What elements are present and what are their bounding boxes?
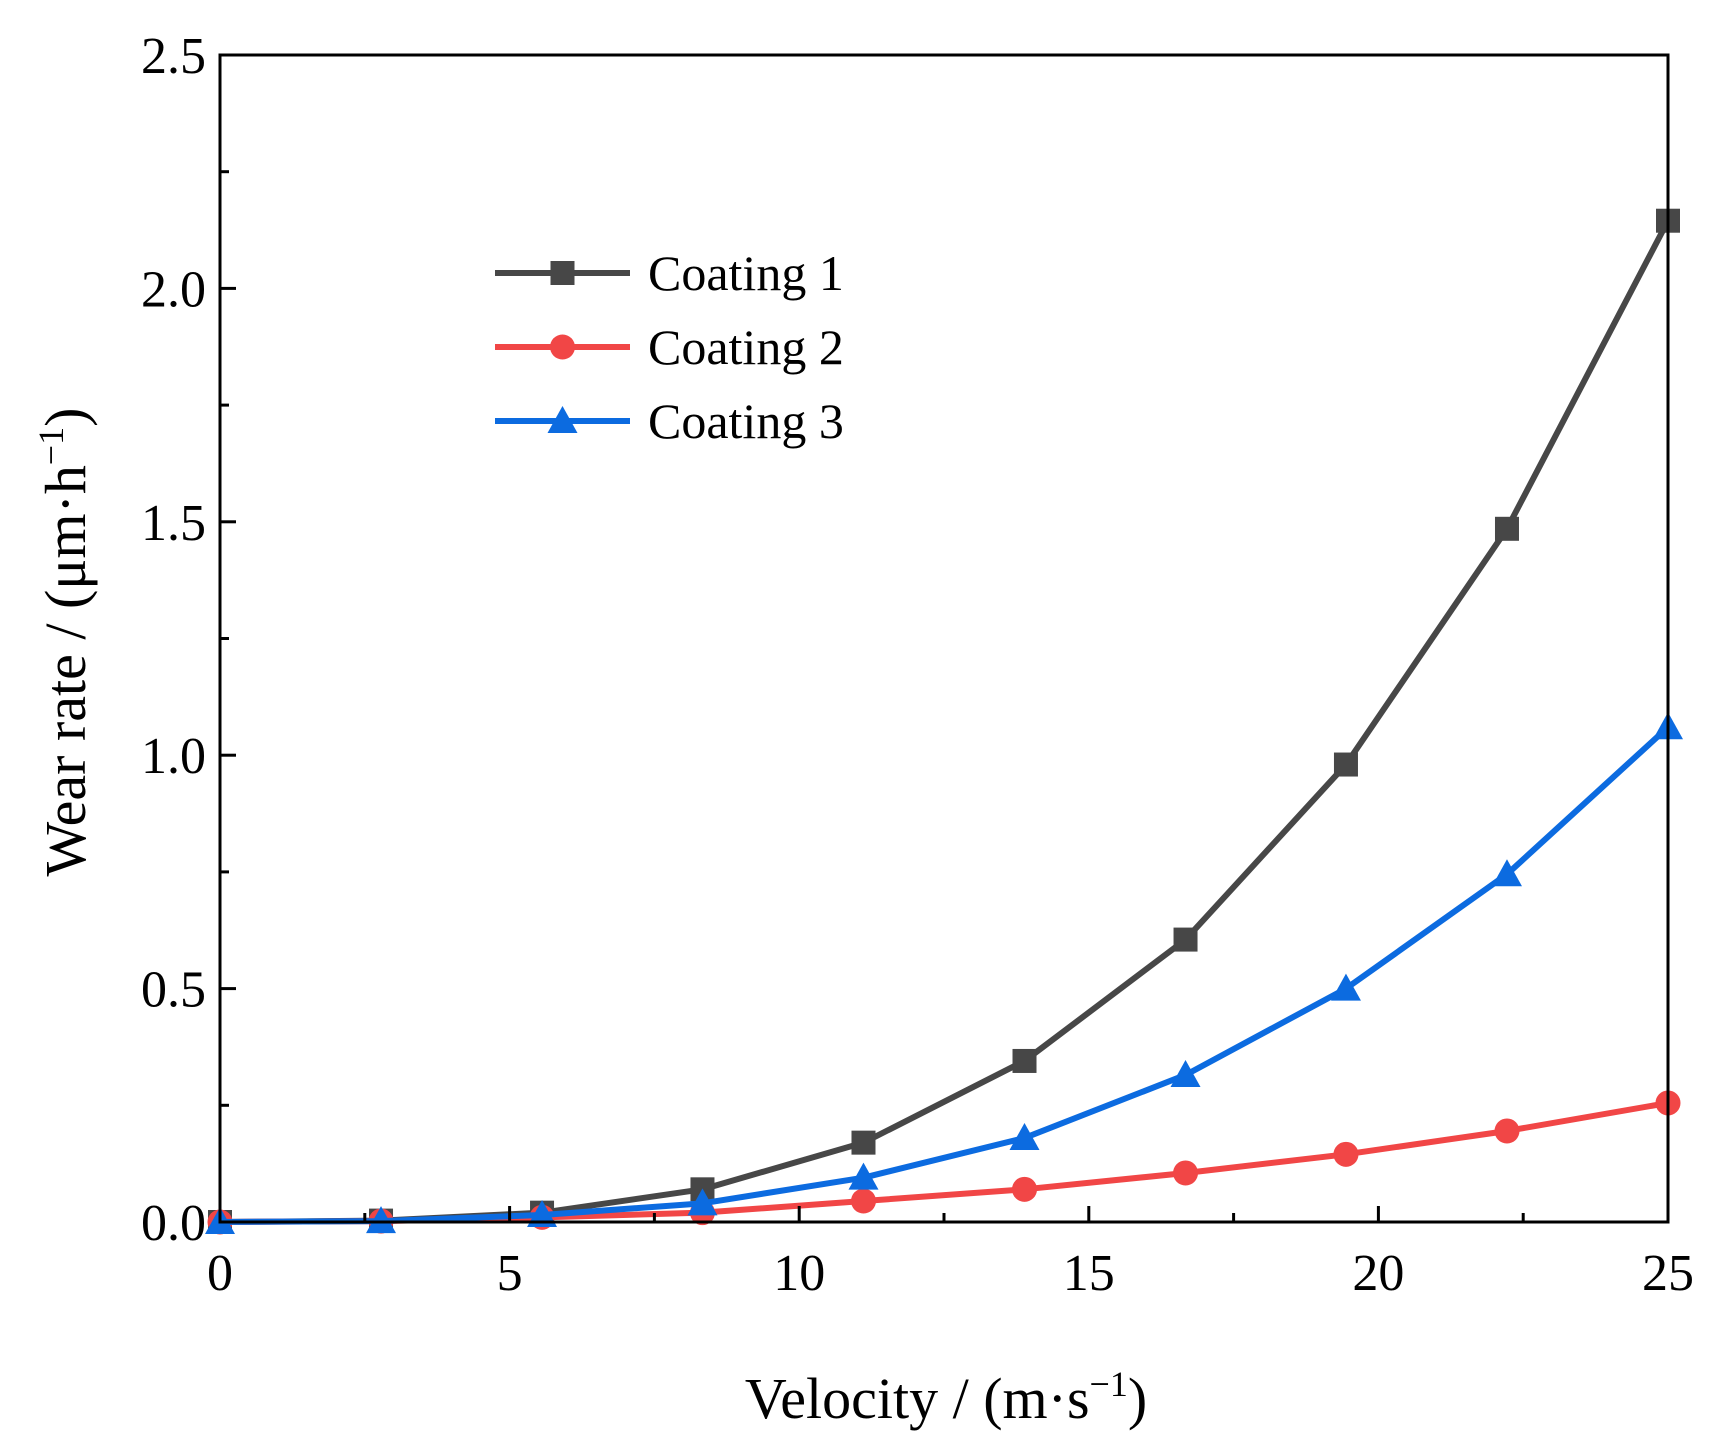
data-point bbox=[1333, 752, 1358, 777]
data-point bbox=[848, 1162, 879, 1190]
data-point bbox=[366, 1206, 397, 1234]
y-axis-title: Wear rate / (μm·h−1) bbox=[31, 408, 98, 877]
x-axis-title: Velocity / (m·s−1) bbox=[745, 1364, 1147, 1431]
legend-entry-3: Coating 3 bbox=[495, 393, 844, 449]
legend-label: Coating 2 bbox=[648, 319, 844, 375]
y-axis-title-superscript: −1 bbox=[31, 427, 71, 465]
y-tick-label: 2.5 bbox=[141, 28, 206, 85]
ticks-layer: 0 5 10 15 20 25 0.0 0.5 1.0 1.5 2.0 2.5 bbox=[141, 28, 1694, 1302]
data-point bbox=[1012, 1048, 1037, 1073]
data-point bbox=[1491, 859, 1522, 887]
data-point bbox=[687, 1188, 718, 1216]
legend-marker bbox=[547, 406, 578, 433]
legend-label: Coating 3 bbox=[648, 393, 844, 449]
x-axis-title-end: ) bbox=[1128, 1366, 1147, 1431]
y-tick-label: 0.0 bbox=[141, 1195, 206, 1252]
y-tick-label: 2.0 bbox=[141, 261, 206, 318]
x-tick-label: 10 bbox=[773, 1245, 825, 1302]
data-point bbox=[1494, 516, 1519, 541]
x-tick-label: 5 bbox=[497, 1245, 523, 1302]
legend-marker bbox=[550, 334, 575, 360]
data-point bbox=[850, 1188, 876, 1214]
data-point bbox=[1173, 927, 1198, 952]
series-3 bbox=[205, 712, 1683, 1234]
x-tick-label: 0 bbox=[207, 1245, 233, 1302]
y-axis-title-end: ) bbox=[33, 408, 98, 427]
data-point bbox=[1012, 1176, 1038, 1202]
series-line bbox=[219, 724, 1671, 1225]
x-tick-label: 25 bbox=[1642, 1245, 1694, 1302]
legend-label: Coating 1 bbox=[648, 245, 844, 301]
x-tick-label: 20 bbox=[1352, 1245, 1404, 1302]
x-axis-title-superscript: −1 bbox=[1090, 1364, 1128, 1404]
y-tick-label: 1.0 bbox=[141, 728, 206, 785]
data-point bbox=[1333, 1141, 1359, 1167]
data-point bbox=[851, 1130, 876, 1155]
series-layer bbox=[205, 208, 1683, 1235]
data-point bbox=[1494, 1118, 1520, 1144]
legend: Coating 1 Coating 2 Coating 3 bbox=[495, 245, 844, 449]
legend-entry-2: Coating 2 bbox=[495, 319, 844, 375]
data-point bbox=[1170, 1059, 1201, 1087]
y-tick-label: 0.5 bbox=[141, 962, 206, 1019]
data-point bbox=[1330, 973, 1361, 1001]
data-point bbox=[1173, 1160, 1199, 1186]
data-point bbox=[527, 1199, 558, 1227]
legend-entry-1: Coating 1 bbox=[495, 245, 844, 301]
x-tick-label: 15 bbox=[1063, 1245, 1115, 1302]
y-tick-label: 1.5 bbox=[141, 495, 206, 552]
data-point bbox=[1009, 1122, 1040, 1150]
legend-marker bbox=[550, 261, 575, 285]
